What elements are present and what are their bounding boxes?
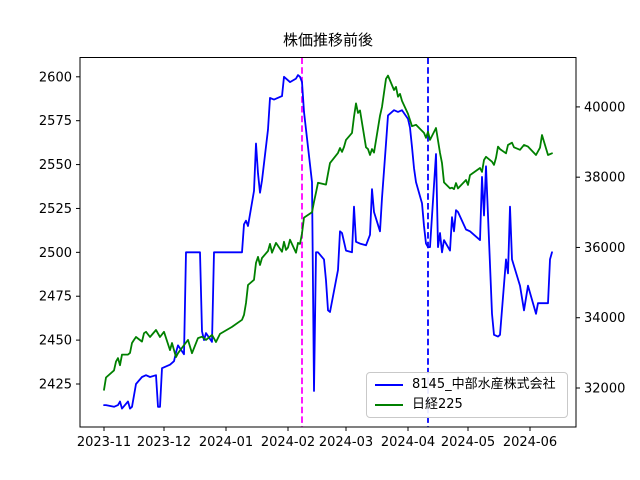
y-left-tick-label: 2500 (39, 246, 72, 261)
y-left-tick-label: 2425 (39, 377, 72, 392)
x-tick-label: 2024-01 (199, 435, 253, 450)
y-right-tick-label: 34000 (584, 311, 625, 326)
y-right-tick-label: 40000 (584, 100, 625, 115)
stock-line-swatch (375, 384, 403, 387)
legend-item-nikkei: 日経225 (375, 396, 559, 414)
y-left-tick-label: 2450 (39, 334, 72, 349)
legend-label-nikkei: 日経225 (412, 396, 463, 412)
x-tick-label: 2023-12 (137, 435, 191, 450)
y-left-tick-label: 2475 (39, 290, 72, 305)
legend-item-stock: 8145_中部水産株式会社 (375, 376, 559, 394)
series-line-stock (103, 74, 553, 410)
y-right-tick-label: 32000 (584, 381, 625, 396)
legend-label-stock: 8145_中部水産株式会社 (412, 377, 556, 393)
y-left-tick-label: 2550 (39, 158, 72, 173)
chart-title: 株価推移前後 (282, 31, 373, 49)
y-right-tick-label: 36000 (584, 241, 625, 256)
x-tick-label: 2023-11 (77, 435, 131, 450)
x-tick-label: 2024-02 (261, 435, 315, 450)
series-line-nikkei (103, 74, 553, 391)
x-tick-label: 2024-03 (319, 435, 373, 450)
nikkei-line-swatch (375, 403, 403, 406)
y-left-tick-label: 2575 (39, 114, 72, 129)
y-right-tick-label: 38000 (584, 171, 625, 186)
axes-frame (79, 57, 577, 428)
y-left-tick-label: 2600 (39, 70, 72, 85)
legend: 8145_中部水産株式会社 日経225 (366, 372, 568, 418)
y-left-tick-label: 2525 (39, 202, 72, 217)
x-tick-label: 2024-06 (503, 435, 557, 450)
x-tick-label: 2024-04 (381, 435, 435, 450)
x-tick-label: 2024-05 (441, 435, 495, 450)
